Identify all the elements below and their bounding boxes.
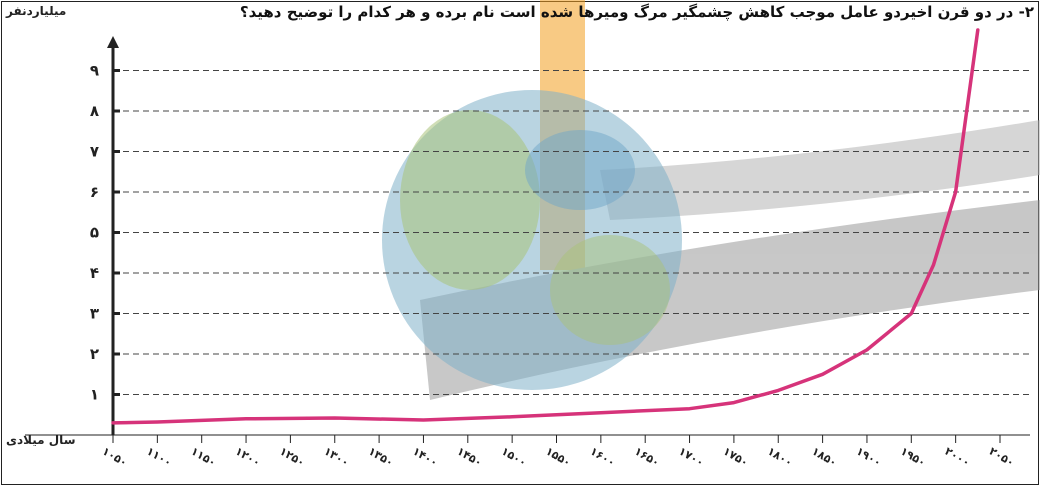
x-tick-label: ۱۴۰۰ [410, 445, 440, 470]
y-axis-label: میلیاردنفر [6, 4, 67, 18]
x-tick-label: ۱۶۰۰ [588, 445, 618, 470]
x-tick-label: ۱۳۵۰ [366, 445, 396, 470]
x-tick-label: ۱۸۵۰ [809, 445, 839, 470]
x-tick-label: ۱۸۰۰ [765, 445, 795, 470]
question-text: ۲- در دو قرن اخیردو عامل موجب کاهش چشمگی… [239, 3, 1034, 21]
y-axis-arrow [107, 36, 119, 48]
y-tick-label: ۶ [90, 183, 99, 201]
globe-illustration [382, 90, 682, 390]
x-tick-label: ۱۲۰۰ [233, 445, 263, 470]
x-tick-label: ۱۷۵۰ [721, 445, 751, 470]
y-tick-label: ۵ [90, 224, 99, 242]
y-tick-label: ۱ [90, 386, 99, 404]
x-tick-label: ۲۰۵۰ [987, 445, 1017, 470]
y-tick-label: ۹ [90, 62, 99, 80]
x-tick-label: ۱۹۰۰ [854, 445, 884, 470]
x-tick-label: ۱۵۵۰ [543, 445, 573, 470]
x-tick-label: ۱۰۵۰ [100, 445, 130, 470]
x-tick-label: ۱۵۰۰ [499, 445, 529, 470]
y-tick-label: ۳ [90, 305, 99, 323]
x-tick-label: ۱۳۰۰ [322, 445, 352, 470]
x-axis-label: سال میلادی [6, 433, 76, 447]
x-tick-label: ۱۹۵۰ [898, 445, 928, 470]
x-tick-label: ۱۷۰۰ [676, 445, 706, 470]
x-tick-label: ۱۴۵۰ [455, 445, 485, 470]
y-tick-label: ۴ [90, 264, 99, 282]
x-tick-label: ۱۲۵۰ [277, 445, 307, 470]
x-tick-label: ۱۶۵۰ [632, 445, 662, 470]
y-tick-label: ۲ [90, 345, 99, 363]
x-tick-label: ۱۱۵۰ [189, 445, 219, 470]
x-tick-label: ۱۱۰۰ [144, 445, 174, 470]
x-tick-label: ۲۰۰۰ [943, 445, 973, 470]
y-tick-label: ۷ [90, 143, 99, 161]
y-tick-label: ۸ [90, 102, 99, 120]
population-line [111, 28, 980, 425]
